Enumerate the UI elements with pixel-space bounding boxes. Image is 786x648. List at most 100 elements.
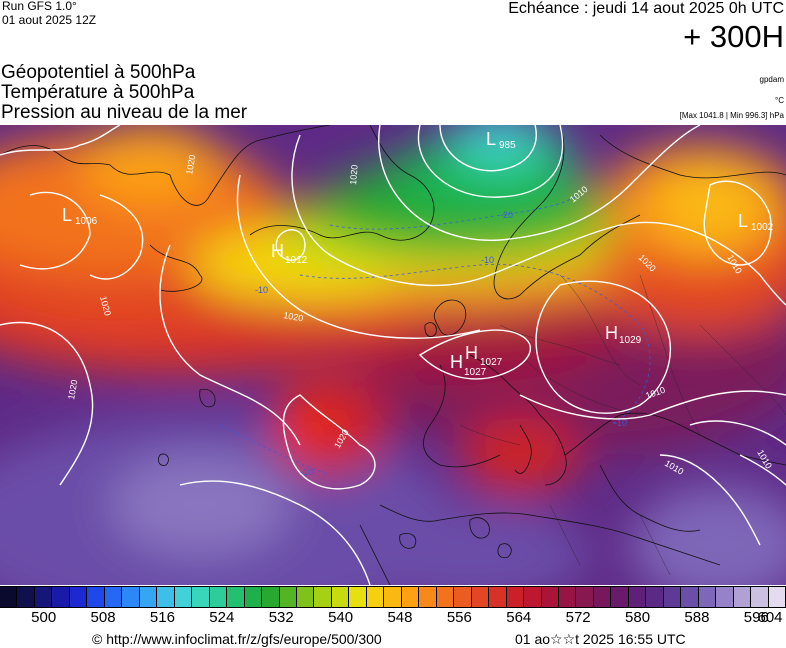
forecast-hour: + 300H (683, 19, 784, 54)
pressure-range: [Max 1041.8 | Min 996.3] hPa (679, 111, 784, 120)
color-scale-tick-label: 532 (268, 609, 294, 626)
color-scale-swatch (733, 587, 752, 607)
isotherms (219, 194, 651, 476)
color-scale-swatch (262, 587, 280, 607)
color-scale-swatch (524, 587, 542, 607)
pressure-center-value: 1027 (464, 367, 487, 378)
generated-date: 01 ao☆☆t 2025 16:55 UTC (515, 631, 686, 647)
pressure-center-value: 1002 (751, 222, 774, 233)
color-scale-swatch (349, 587, 367, 607)
color-scale-swatch (384, 587, 402, 607)
color-scale-tick-label: 524 (209, 609, 235, 626)
color-scale-swatch (506, 587, 525, 607)
pressure-center-value: 1027 (480, 357, 503, 368)
color-scale-tick-label: 500 (31, 609, 57, 626)
color-scale-swatch (52, 587, 70, 607)
color-scale-tick-label: 572 (565, 609, 591, 626)
color-scale-tick-label: 604 (757, 609, 783, 626)
isobar-label: 1020 (348, 164, 360, 185)
color-scale-swatch (0, 587, 18, 607)
color-scale-tick-label: 596 (743, 609, 769, 626)
color-scale-swatch (559, 587, 577, 607)
color-scale-swatch (34, 587, 53, 607)
color-scale-swatch (436, 587, 455, 607)
isotherm-label: -20 (500, 210, 513, 220)
forecast-valid-time: Echéance : jeudi 14 aout 2025 0h UTC (508, 0, 784, 17)
pressure-centers: L 985 L 1006 L 1002 H 1012 H 1029 H 1027… (62, 129, 774, 378)
color-scale-swatch (681, 587, 699, 607)
color-scale-swatch (227, 587, 245, 607)
color-scale-tick-label: 508 (90, 609, 116, 626)
color-scale-ticks: 500 508 516 524 532 540 548 556 564 572 580 588 596 6… (0, 608, 786, 630)
source-url: © http://www.infoclimat.fr/z/gfs/europe/… (92, 631, 382, 647)
pressure-center-letter: H (271, 241, 284, 261)
color-scale-swatch (628, 587, 647, 607)
color-scale-swatch (646, 587, 664, 607)
color-scale-swatch (279, 587, 297, 607)
color-scale-swatch (174, 587, 193, 607)
color-scale-swatch (314, 587, 332, 607)
title-pressure: Pression au niveau de la mer (1, 102, 248, 123)
color-scale-swatch (611, 587, 629, 607)
isotherm-label: -10 (614, 418, 627, 428)
color-scale-swatch (716, 587, 734, 607)
pressure-center-value: 985 (499, 140, 516, 151)
country-borders (459, 274, 786, 576)
color-scale-tick-label: 588 (684, 609, 710, 626)
color-scale-swatch (122, 587, 140, 607)
color-scale-swatch (244, 587, 263, 607)
isotherm-labels: -20 -10 -10 -10 -10 (255, 210, 627, 477)
color-scale-swatch (296, 587, 315, 607)
color-scale-swatch (576, 587, 594, 607)
color-scale-swatch (366, 587, 385, 607)
isotherm-label: -10 (300, 467, 313, 477)
color-scale-tick-label: 556 (446, 609, 472, 626)
pressure-center-letter: H (465, 343, 478, 363)
color-scale-swatch (209, 587, 228, 607)
color-scale-tick-label: 516 (149, 609, 175, 626)
color-scale-swatch (139, 587, 158, 607)
color-scale-swatch (104, 587, 123, 607)
title-temperature: Température à 500hPa (1, 82, 195, 103)
weather-map-svg: L 985 L 1006 L 1002 H 1012 H 1029 H 1027… (0, 125, 786, 585)
isotherm-label: -10 (255, 285, 268, 295)
color-scale-bar (0, 586, 786, 608)
color-scale-swatch (192, 587, 210, 607)
color-scale-swatch (768, 587, 786, 607)
color-scale-swatch (419, 587, 437, 607)
pressure-center-letter: H (450, 352, 463, 372)
pressure-center-value: 1006 (75, 216, 98, 227)
color-scale-swatch (541, 587, 559, 607)
title-geopotential: Géopotentiel à 500hPa (1, 62, 196, 83)
run-label: Run GFS 1.0° (2, 0, 77, 13)
weather-map: L 985 L 1006 L 1002 H 1012 H 1029 H 1027… (0, 125, 786, 585)
color-scale-swatch (87, 587, 105, 607)
pressure-center-letter: H (605, 323, 618, 343)
color-scale-swatch (454, 587, 472, 607)
color-scale-swatch (663, 587, 682, 607)
color-scale-swatch (157, 587, 175, 607)
isotherm-label: -10 (481, 255, 494, 265)
color-scale-swatch (593, 587, 612, 607)
color-scale-tick-label: 540 (328, 609, 354, 626)
color-scale-swatch (698, 587, 717, 607)
pressure-center-letter: L (62, 205, 72, 225)
color-scale-swatch (17, 587, 35, 607)
color-scale-tick-label: 548 (387, 609, 413, 626)
color-scale-swatch (331, 587, 350, 607)
color-scale-tick-label: 580 (625, 609, 651, 626)
coastlines (0, 125, 786, 585)
color-scale-swatch (489, 587, 507, 607)
pressure-center-letter: L (486, 129, 496, 149)
pressure-center-letter: L (738, 211, 748, 231)
isobar-label: 1020 (283, 310, 304, 323)
color-scale-swatch (471, 587, 490, 607)
isobar-label: 1020 (184, 154, 197, 175)
color-scale-swatch (751, 587, 769, 607)
pressure-center-value: 1029 (619, 335, 642, 346)
geopotential-field (0, 125, 786, 585)
color-scale-swatch (401, 587, 420, 607)
unit-temperature: °C (775, 96, 784, 105)
unit-geopotential: gpdam (759, 75, 784, 84)
isobars (0, 125, 786, 585)
